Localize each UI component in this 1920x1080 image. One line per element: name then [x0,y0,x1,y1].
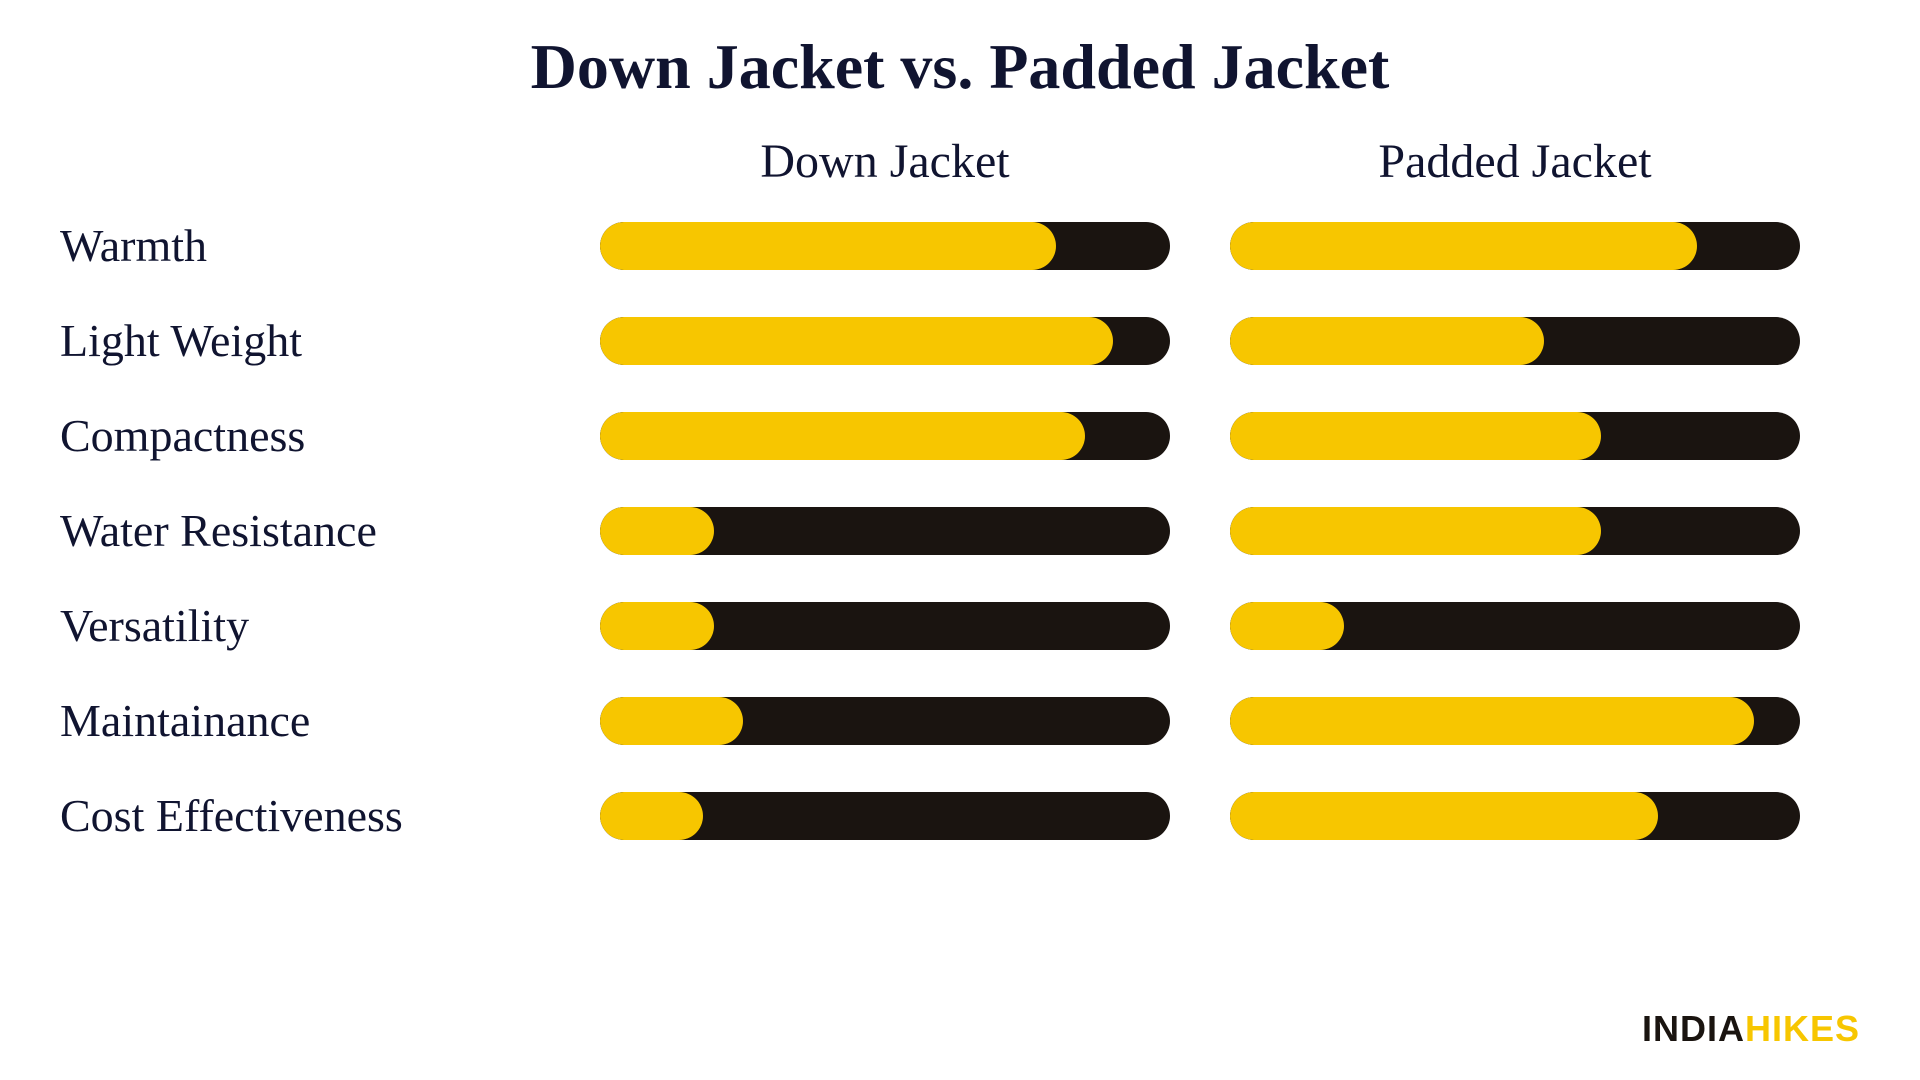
header-spacer [60,134,540,189]
padded-bar-track [1230,317,1800,365]
padded-bar-fill [1230,222,1697,270]
down-bar-track [600,507,1170,555]
down-bar-fill [600,222,1056,270]
logo-text-accent: HIKES [1745,1008,1860,1049]
category-label: Water Resistance [60,504,540,557]
down-bar-fill [600,412,1085,460]
comparison-row: Warmth [60,219,1860,272]
logo-text-primary: INDIA [1642,1008,1745,1049]
brand-logo: INDIAHIKES [1642,1008,1860,1050]
padded-bar-track [1230,507,1800,555]
down-bar-fill [600,792,703,840]
padded-bar-track [1230,602,1800,650]
comparison-row: Maintainance [60,694,1860,747]
padded-bar-fill [1230,412,1601,460]
comparison-row: Versatility [60,599,1860,652]
down-bar-track [600,412,1170,460]
page-title: Down Jacket vs. Padded Jacket [60,30,1860,104]
down-bar-track [600,602,1170,650]
down-bar-track [600,222,1170,270]
padded-bar-fill [1230,507,1601,555]
comparison-row: Compactness [60,409,1860,462]
category-label: Cost Effectiveness [60,789,540,842]
down-bar-fill [600,317,1113,365]
padded-bar-track [1230,697,1800,745]
padded-bar-fill [1230,697,1754,745]
padded-bar-track [1230,222,1800,270]
down-bar-track [600,317,1170,365]
down-bar-track [600,792,1170,840]
category-label: Maintainance [60,694,540,747]
down-bar-fill [600,697,743,745]
category-label: Light Weight [60,314,540,367]
comparison-row: Water Resistance [60,504,1860,557]
column-header-down: Down Jacket [600,134,1170,189]
comparison-row: Light Weight [60,314,1860,367]
category-label: Warmth [60,219,540,272]
padded-bar-fill [1230,792,1658,840]
down-bar-fill [600,507,714,555]
padded-bar-fill [1230,602,1344,650]
category-label: Compactness [60,409,540,462]
padded-bar-fill [1230,317,1544,365]
column-header-padded: Padded Jacket [1230,134,1800,189]
down-bar-track [600,697,1170,745]
comparison-row: Cost Effectiveness [60,789,1860,842]
down-bar-fill [600,602,714,650]
padded-bar-track [1230,792,1800,840]
comparison-rows: Warmth Light Weight Compactness Water Resis… [60,219,1860,842]
category-label: Versatility [60,599,540,652]
column-headers-row: Down Jacket Padded Jacket [60,134,1860,189]
padded-bar-track [1230,412,1800,460]
